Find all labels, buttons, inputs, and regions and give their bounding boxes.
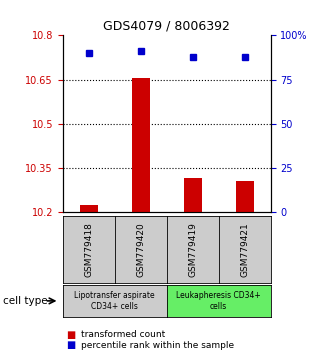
Text: GSM779420: GSM779420 <box>136 222 145 277</box>
Bar <box>80 205 98 212</box>
Text: transformed count: transformed count <box>81 330 165 339</box>
Text: cell type: cell type <box>3 296 48 306</box>
Text: Lipotransfer aspirate
CD34+ cells: Lipotransfer aspirate CD34+ cells <box>74 291 155 310</box>
Text: ■: ■ <box>66 340 75 350</box>
Bar <box>183 178 202 212</box>
Text: ■: ■ <box>66 330 75 339</box>
Bar <box>236 181 254 212</box>
Text: GSM779418: GSM779418 <box>84 222 93 277</box>
Text: percentile rank within the sample: percentile rank within the sample <box>81 341 234 350</box>
Text: Leukapheresis CD34+
cells: Leukapheresis CD34+ cells <box>176 291 261 310</box>
Text: GSM779419: GSM779419 <box>188 222 197 277</box>
Bar <box>132 78 150 212</box>
Title: GDS4079 / 8006392: GDS4079 / 8006392 <box>103 20 230 33</box>
Text: GSM779421: GSM779421 <box>240 222 249 277</box>
